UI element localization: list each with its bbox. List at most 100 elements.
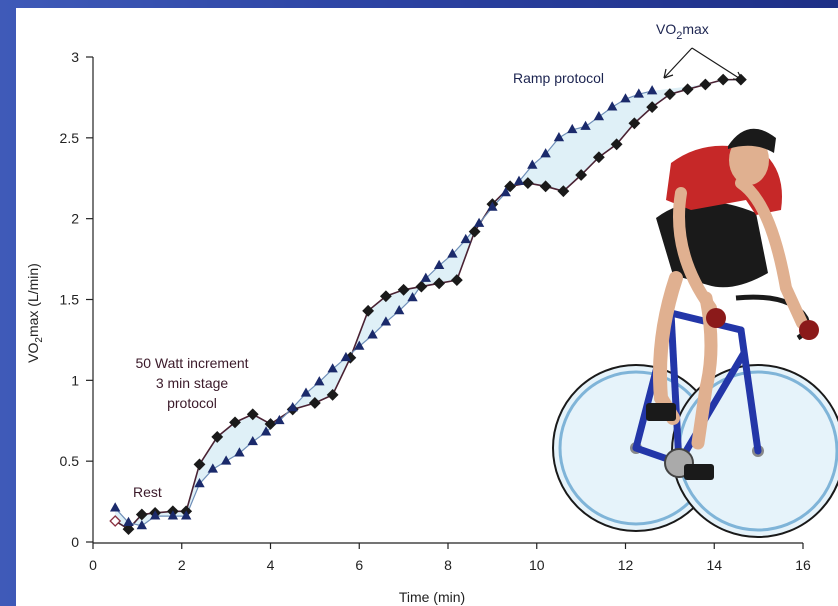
x-tick-label: 8 [444,557,452,573]
step-protocol-point [575,169,588,181]
y-tick-label: 2.5 [60,130,80,146]
x-tick-label: 6 [355,557,363,573]
rider [646,128,819,480]
cyclist-illustration [552,128,838,538]
ramp-protocol-point [433,259,445,269]
step-protocol-annotation: 50 Watt increment 3 min stage protocol [135,355,248,411]
series-markers [109,73,747,535]
ramp-protocol-point [500,186,511,197]
step-protocol-point [468,225,481,238]
ramp-protocol-point [527,159,538,169]
ramp-protocol-point [367,329,378,339]
ramp-protocol-point [260,426,272,436]
step-protocol-point [539,180,552,193]
x-tick-label: 14 [706,557,722,573]
x-tick-label: 2 [178,557,186,573]
step-protocol-line-3: protocol [167,395,217,411]
vo2max-arrows [663,47,743,81]
step-protocol-point [646,101,659,114]
ramp-protocol-point [314,376,325,386]
step-protocol-point [663,88,676,101]
step-protocol-point [415,280,428,293]
step-protocol-point [521,177,534,190]
rest-annotation: Rest [133,484,162,500]
ramp-protocol-point [149,510,161,520]
ramp-protocol-point [136,520,147,530]
step-protocol-point [308,397,321,409]
ramp-protocol-point [110,502,121,512]
ramp-protocol-point [354,340,365,350]
step-protocol-point [450,274,463,287]
step-protocol-point [211,430,224,443]
x-tick-label: 4 [267,557,275,573]
ramp-protocol-point [540,148,551,158]
ramp-protocol-point [287,402,298,412]
ramp-protocol-point [407,292,418,302]
ramp-protocol-point [420,272,431,282]
step-protocol-point [504,180,517,193]
y-tick-label: 0 [71,534,79,550]
step-protocol-point [557,185,570,198]
ramp-protocol-point [380,316,392,326]
ramp-protocol-point [473,217,485,227]
ramp-protocol-point [123,516,134,526]
y-tick-label: 2 [71,211,79,227]
ramp-protocol-point [447,248,458,258]
ramp-protocol-point [327,363,338,373]
x-tick-label: 10 [529,557,545,573]
ramp-protocol-point [633,88,644,98]
y-axis-label: VO2max (L/min) [25,263,45,363]
ramp-protocol-point [247,435,258,446]
step-protocol-point [699,78,712,91]
x-tick-label: 12 [618,557,634,573]
y-tick-label: 1 [71,372,79,388]
step-protocol-point [264,418,277,430]
ramp-protocol-point [194,477,205,488]
step-protocol-point [628,117,641,130]
step-protocol-point [109,515,122,527]
y-tick-label: 0.5 [60,453,80,469]
arrow-head-ramp [663,68,674,79]
ramp-protocol-point [220,455,232,465]
ramp-protocol-point [646,85,658,95]
y-tick-label: 1.5 [60,292,80,308]
step-protocol-point [379,290,392,303]
step-protocol-point [326,388,339,401]
step-protocol-point [229,416,241,429]
ramp-protocol-point [553,132,565,142]
ramp-protocol-point [460,233,471,244]
ramp-protocol-point [181,510,192,520]
ramp-protocol-point [580,120,591,130]
step-protocol-point [397,283,410,296]
ramp-protocol-point [593,111,605,121]
step-protocol-point [246,408,259,421]
x-axis-label: Time (min) [399,589,465,605]
ramp-protocol-point [300,387,312,397]
chart-svg: 0 2 4 6 8 10 12 14 16 0 0.5 1 1.5 2 2.5 3 Time (min) VO… [25,21,838,605]
ramp-protocol-point [607,101,618,111]
step-protocol-point [433,277,446,290]
ramp-protocol-point [274,414,285,425]
arrow-to-step-peak [691,47,743,81]
step-protocol-point [592,151,605,164]
ramp-protocol-point [340,351,352,362]
arrow-head-step [732,71,743,81]
ramp-protocol-point [487,201,498,211]
ramp-protocol-point [513,175,525,185]
step-protocol-point [362,304,375,317]
step-protocol-point [135,508,148,521]
x-tick-label: 16 [795,557,811,573]
step-protocol-point [122,523,135,535]
chart-panel: 0 2 4 6 8 10 12 14 16 0 0.5 1 1.5 2 2.5 3 Time (min) VO… [16,8,838,606]
ramp-protocol-point [567,123,578,134]
x-tick-label: 0 [89,557,97,573]
arrow-to-ramp-peak [663,47,693,79]
step-protocol-line-2: 3 min stage [156,375,229,391]
y-tick-label: 3 [71,49,79,65]
ramp-protocol-annotation: Ramp protocol [513,70,604,86]
ramp-protocol-point [394,305,405,315]
axis-ticks: 0 2 4 6 8 10 12 14 16 0 0.5 1 1.5 2 2.5 3 [60,49,811,573]
step-protocol-point [717,73,730,86]
ramp-protocol-point [207,463,218,473]
step-protocol-point [681,83,694,96]
